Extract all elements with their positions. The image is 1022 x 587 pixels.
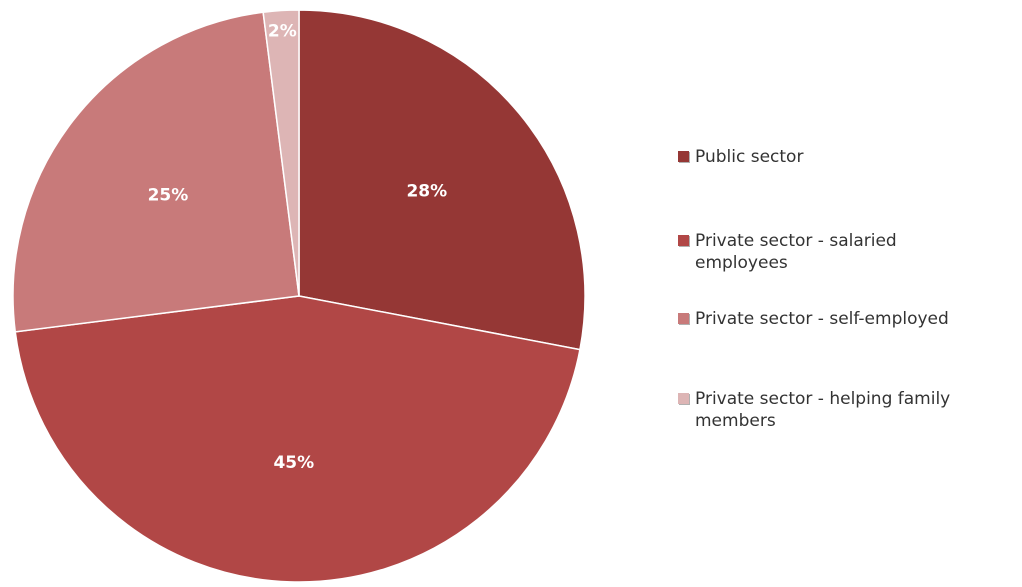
legend-label-private-salaried: Private sector - salaried employees <box>695 231 897 273</box>
legend-item-public-sector: Public sector <box>678 146 1022 168</box>
pie-slice-private-sector-salaried-employees <box>14 295 581 583</box>
data-label-private-sector-salaried-employees: 45% <box>273 453 314 473</box>
legend-label-public-sector: Public sector <box>695 147 804 167</box>
data-label-private-sector-helping-family-members: 2% <box>268 22 297 42</box>
legend-item-private-salaried: Private sector - salaried employees <box>678 230 965 274</box>
legend-swatch-public-sector <box>678 151 689 162</box>
data-label-private-sector-self-employed: 25% <box>148 185 189 205</box>
pie-slice-private-sector-self-employed <box>12 11 300 333</box>
legend-label-private-helping-family: Private sector - helping family members <box>695 389 951 431</box>
data-label-public-sector: 28% <box>406 181 447 201</box>
legend-label-private-self-employed: Private sector - self-employed <box>695 309 949 329</box>
legend-swatch-private-salaried <box>678 235 689 246</box>
legend-swatch-private-helping-family <box>678 393 689 404</box>
pie-slice-public-sector <box>298 9 586 351</box>
legend-swatch-private-self-employed <box>678 313 689 324</box>
legend-item-private-helping-family: Private sector - helping family members <box>678 388 1015 432</box>
legend-item-private-self-employed: Private sector - self-employed <box>678 308 1022 330</box>
pie-slice-private-sector-helping-family-members <box>262 9 300 297</box>
